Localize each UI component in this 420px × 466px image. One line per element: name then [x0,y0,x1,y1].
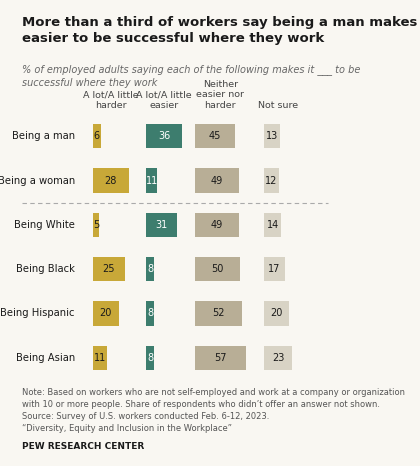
FancyBboxPatch shape [194,124,235,148]
FancyBboxPatch shape [146,302,154,325]
FancyBboxPatch shape [146,212,177,237]
FancyBboxPatch shape [93,302,118,325]
Text: Being Asian: Being Asian [16,353,75,363]
Text: 20: 20 [100,308,112,318]
Text: 52: 52 [212,308,224,318]
FancyBboxPatch shape [194,212,239,237]
FancyBboxPatch shape [264,345,292,370]
Text: 11: 11 [145,176,158,185]
FancyBboxPatch shape [264,124,280,148]
FancyBboxPatch shape [194,345,246,370]
Text: 14: 14 [267,220,279,230]
Text: 45: 45 [209,131,221,141]
Text: 20: 20 [270,308,283,318]
Text: A lot/A little
easier: A lot/A little easier [136,90,192,110]
Text: 49: 49 [210,220,223,230]
FancyBboxPatch shape [264,168,279,193]
FancyBboxPatch shape [264,257,285,281]
FancyBboxPatch shape [93,257,125,281]
Text: Being White: Being White [14,220,75,230]
FancyBboxPatch shape [146,124,182,148]
Text: 5: 5 [93,220,99,230]
Text: More than a third of workers say being a man makes it
easier to be successful wh: More than a third of workers say being a… [22,16,420,45]
FancyBboxPatch shape [146,168,157,193]
Text: 8: 8 [147,308,153,318]
FancyBboxPatch shape [146,345,154,370]
Text: 57: 57 [214,353,227,363]
Text: A lot/A little
harder: A lot/A little harder [83,90,139,110]
Text: % of employed adults saying each of the following makes it ___ to be
successful : % of employed adults saying each of the … [22,64,360,88]
Text: Note: Based on workers who are not self-employed and work at a company or organi: Note: Based on workers who are not self-… [22,388,405,432]
FancyBboxPatch shape [194,168,239,193]
Text: 17: 17 [268,264,281,274]
Text: 8: 8 [147,353,153,363]
Text: 25: 25 [103,264,115,274]
FancyBboxPatch shape [194,302,241,325]
Text: PEW RESEARCH CENTER: PEW RESEARCH CENTER [22,442,144,451]
Text: Not sure: Not sure [258,101,298,110]
FancyBboxPatch shape [93,168,129,193]
Text: Being a man: Being a man [12,131,75,141]
FancyBboxPatch shape [93,345,107,370]
Text: 12: 12 [265,176,278,185]
Text: 13: 13 [266,131,278,141]
Text: 49: 49 [210,176,223,185]
Text: 36: 36 [158,131,170,141]
Text: Being Black: Being Black [16,264,75,274]
FancyBboxPatch shape [264,212,281,237]
Text: 28: 28 [105,176,117,185]
FancyBboxPatch shape [194,257,240,281]
Text: Being a woman: Being a woman [0,176,75,185]
Text: 31: 31 [155,220,168,230]
Text: Being Hispanic: Being Hispanic [0,308,75,318]
Text: Neither
easier nor
harder: Neither easier nor harder [197,80,244,110]
FancyBboxPatch shape [264,302,289,325]
Text: 8: 8 [147,264,153,274]
Text: 11: 11 [94,353,106,363]
FancyBboxPatch shape [146,257,154,281]
Text: 23: 23 [272,353,284,363]
Text: 50: 50 [211,264,223,274]
FancyBboxPatch shape [93,124,101,148]
FancyBboxPatch shape [93,212,100,237]
Text: 6: 6 [94,131,100,141]
